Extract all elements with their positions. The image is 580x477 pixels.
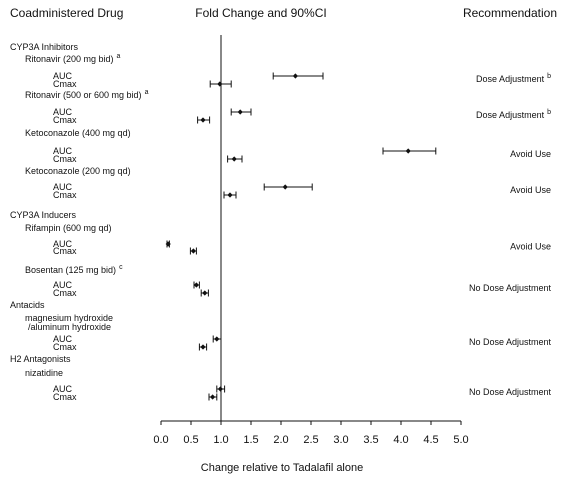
cmax-label: Cmax [53,190,77,200]
point-estimate [217,81,223,87]
point-estimate [217,386,223,392]
recommendation-text: Avoid Use [510,149,551,159]
auc-label: AUC [53,107,73,117]
point-estimate [165,241,171,247]
point-estimate [200,117,206,123]
drug-footnote-marker: a [117,53,121,60]
drug-name-text: Ritonavir (500 or 600 mg bid) [25,90,142,100]
x-tick-label: 4.5 [423,434,438,446]
auc-label: AUC [53,239,73,249]
recommendation-footnote-marker: b [547,109,551,116]
x-tick-label: 2.5 [303,434,318,446]
recommendation-text: No Dose Adjustment [469,337,552,347]
recommendation: No Dose Adjustment [469,283,552,293]
group-heading: H2 Antagonists [10,354,71,364]
x-tick-label: 0.0 [153,434,168,446]
drug-name: Bosentan (125 mg bid) c [25,264,123,275]
cmax-label: Cmax [53,79,77,89]
cmax-label: Cmax [53,288,77,298]
drug-name-text: Ketoconazole (400 mg qd) [25,128,131,138]
drug-name-text: nizatidine [25,368,63,378]
recommendation-text: No Dose Adjustment [469,283,552,293]
cmax-label: Cmax [53,115,77,125]
auc-label: AUC [53,182,73,192]
drug-name: Ketoconazole (400 mg qd) [25,128,131,138]
recommendation-footnote-marker: b [547,73,551,80]
recommendation: Avoid Use [510,242,551,252]
drug-name: Ritonavir (200 mg bid) a [25,53,121,64]
recommendation: Dose Adjustment b [476,73,551,84]
point-estimate [237,109,243,115]
x-tick-label: 4.0 [393,434,408,446]
recommendation-text: Avoid Use [510,185,551,195]
point-estimate [200,344,206,350]
point-estimate [292,73,298,79]
cmax-label: Cmax [53,342,77,352]
point-estimate [227,192,233,198]
drug-footnote-marker: a [145,89,149,96]
x-tick-label: 2.0 [273,434,288,446]
point-estimate [405,148,411,154]
recommendation-text: Dose Adjustment [476,110,545,120]
x-tick-label: 5.0 [453,434,468,446]
cmax-label: Cmax [53,246,77,256]
drug-name-text: Rifampin (600 mg qd) [25,223,112,233]
drug-name: Rifampin (600 mg qd) [25,223,112,233]
recommendation-text: Avoid Use [510,242,551,252]
drug-name: Ketoconazole (200 mg qd) [25,166,131,176]
recommendation: Avoid Use [510,149,551,159]
x-tick-label: 0.5 [183,434,198,446]
group-heading: Antacids [10,300,45,310]
drug-name-line2: /aluminum hydroxide [28,322,111,332]
drug-name-text: magnesium hydroxide [25,313,113,323]
auc-label: AUC [53,334,73,344]
recommendation: No Dose Adjustment [469,337,552,347]
x-tick-label: 3.0 [333,434,348,446]
drug-footnote-marker: c [119,264,123,271]
point-estimate [202,290,208,296]
header-coadministered-drug: Coadministered Drug [10,6,123,20]
x-axis-ticks: 0.0 0.5 1.0 1.5 2.0 2.5 3.0 3.5 4.0 4.5 5.0 [153,421,469,446]
drug-name: Ritonavir (500 or 600 mg bid) a [25,89,149,100]
auc-label: AUC [53,280,73,290]
auc-label: AUC [53,384,73,394]
cmax-label: Cmax [53,154,77,164]
auc-label: AUC [53,71,73,81]
drug-name-text: Bosentan (125 mg bid) [25,265,116,275]
drug-name-text: Ketoconazole (200 mg qd) [25,166,131,176]
recommendation: No Dose Adjustment [469,387,552,397]
auc-label: AUC [53,146,73,156]
recommendation: Avoid Use [510,185,551,195]
x-tick-label: 1.0 [213,434,228,446]
point-estimate [210,394,216,400]
recommendation-text: No Dose Adjustment [469,387,552,397]
drug-name: nizatidine [25,368,63,378]
point-estimate [193,282,199,288]
point-estimate [214,336,220,342]
group-heading: CYP3A Inducers [10,210,77,220]
point-estimate [231,156,237,162]
group-heading: CYP3A Inhibitors [10,42,79,52]
drug-name: magnesium hydroxide [25,313,113,323]
point-estimate [282,184,288,190]
drug-name-text: Ritonavir (200 mg bid) [25,54,114,64]
point-estimate [190,248,196,254]
recommendation-text: Dose Adjustment [476,74,545,84]
x-axis-label: Change relative to Tadalafil alone [201,462,363,474]
header-fold-change: Fold Change and 90%CI [195,6,326,20]
x-tick-label: 3.5 [363,434,378,446]
cmax-label: Cmax [53,392,77,402]
recommendation: Dose Adjustment b [476,109,551,120]
x-tick-label: 1.5 [243,434,258,446]
header-recommendation: Recommendation [463,6,557,20]
